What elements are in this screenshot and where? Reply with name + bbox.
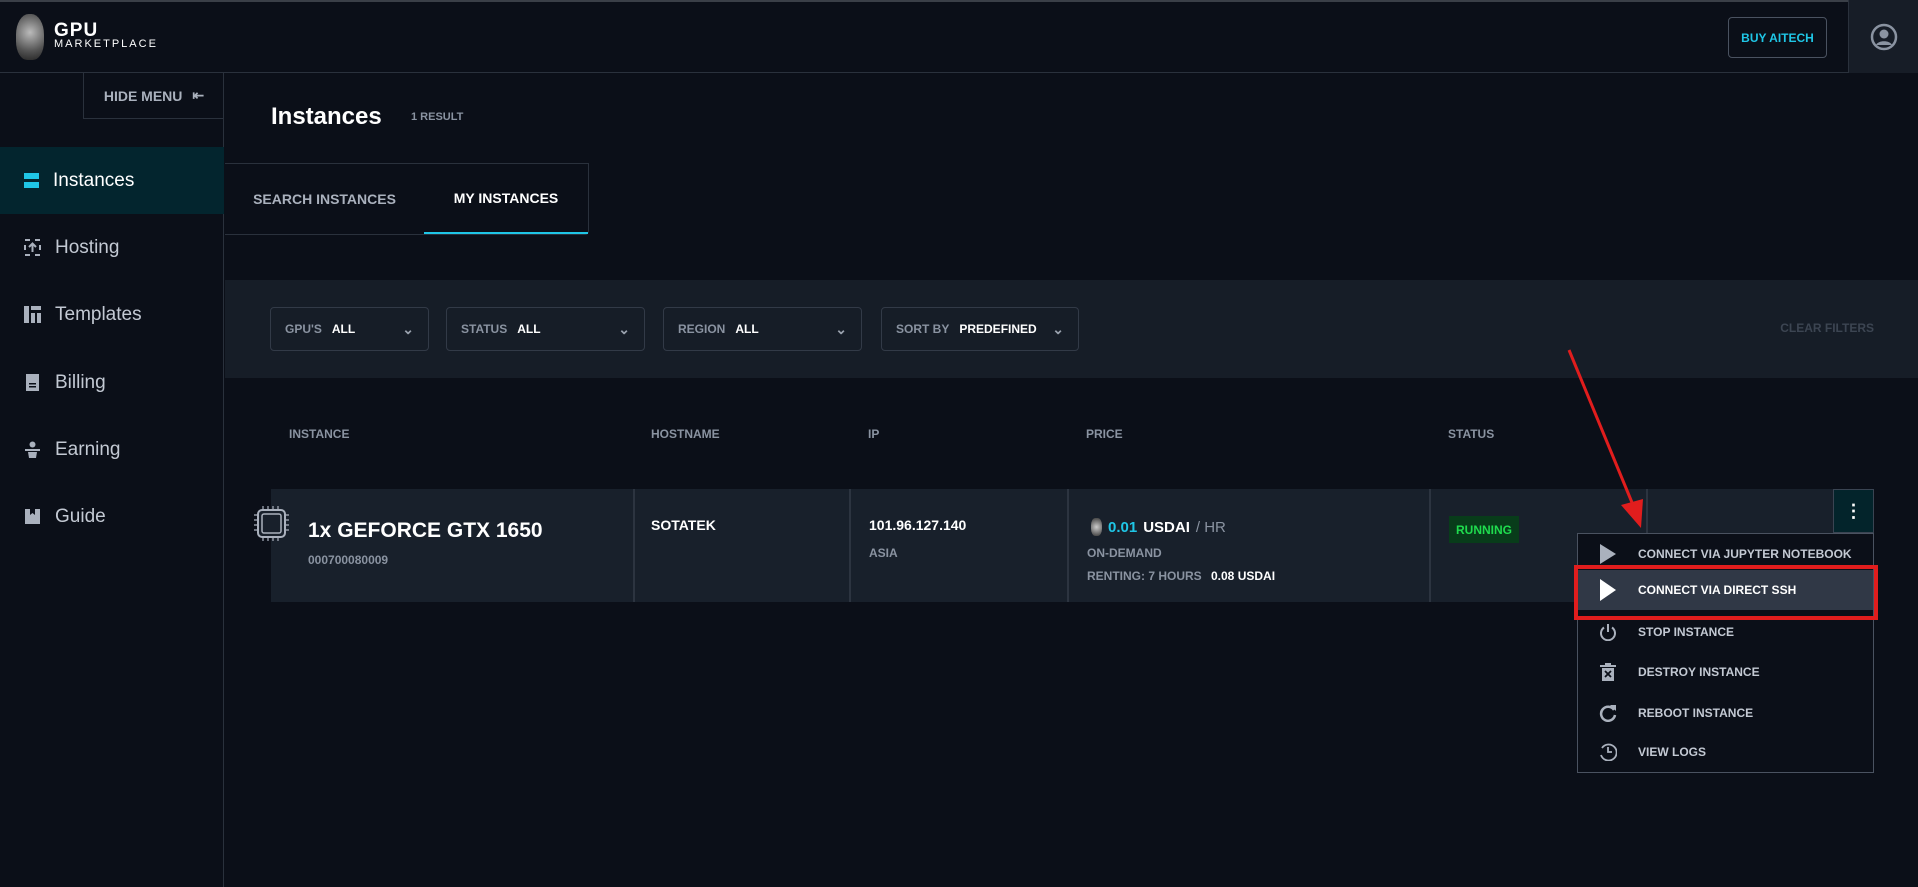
chevron-down-icon: ⌄ [402, 320, 414, 337]
menu-label: VIEW LOGS [1638, 745, 1707, 759]
tab-search-instances[interactable]: SEARCH INSTANCES [253, 191, 396, 207]
column-divider [1429, 489, 1431, 602]
price-currency: USDAI [1143, 518, 1190, 536]
price-line: 0.01 USDAI / HR [1091, 518, 1226, 536]
annotation-highlight-box [1574, 565, 1878, 620]
sidebar-item-billing[interactable]: Billing [0, 349, 224, 416]
column-divider [633, 489, 635, 602]
sidebar-label: Billing [55, 371, 106, 393]
filter-value: ALL [517, 322, 541, 336]
filter-label: SORT BY [896, 322, 950, 336]
column-header-price: PRICE [1086, 427, 1123, 441]
filter-label: STATUS [461, 322, 508, 336]
play-icon [1598, 578, 1618, 602]
upload-icon [24, 239, 41, 256]
trash-icon [1598, 663, 1618, 681]
gpu-name: 1x GEFORCE GTX 1650 [308, 519, 543, 542]
chevron-down-icon: ⌄ [835, 320, 847, 337]
price-value: 0.01 [1108, 518, 1138, 536]
filter-value: ALL [331, 322, 356, 336]
filter-label: REGION [678, 322, 726, 336]
column-header-ip: IP [868, 427, 880, 441]
gpus-filter-dropdown[interactable]: GPU'S ALL ⌄ [270, 307, 429, 351]
sidebar-item-hosting[interactable]: Hosting [0, 214, 224, 281]
result-count: 1 RESULT [411, 111, 464, 123]
chevron-down-icon: ⌄ [1052, 320, 1064, 337]
region: ASIA [869, 546, 898, 560]
column-header-instance: INSTANCE [289, 427, 350, 441]
sidebar-label: Earning [55, 438, 121, 460]
aitech-token-icon [1091, 518, 1102, 536]
exit-icon: ⇤ [192, 87, 205, 103]
price-unit: / HR [1195, 518, 1226, 536]
user-icon [1870, 23, 1897, 50]
filter-value: PREDEFINED [959, 322, 1037, 336]
sidebar-label: Instances [53, 169, 135, 191]
menu-label: CONNECT VIA DIRECT SSH [1638, 583, 1797, 597]
renting-duration: RENTING: 7 HOURS [1087, 569, 1202, 583]
menu-item-destroy-instance[interactable]: DESTROY INSTANCE [1578, 653, 1873, 691]
page-title: Instances [271, 103, 382, 130]
instance-id: 000700080009 [308, 553, 389, 567]
column-divider [849, 489, 851, 602]
menu-label: STOP INSTANCE [1638, 625, 1735, 639]
plant-icon [25, 441, 40, 458]
tab-my-instances[interactable]: MY INSTANCES [424, 164, 588, 234]
tab-bar: SEARCH INSTANCES MY INSTANCES [225, 163, 589, 235]
power-icon [1598, 623, 1618, 641]
server-icon [24, 173, 39, 188]
menu-label: REBOOT INSTANCE [1638, 706, 1754, 720]
sidebar-item-earning[interactable]: Earning [0, 416, 224, 483]
layout-icon [24, 306, 41, 323]
pricing-type: ON-DEMAND [1087, 546, 1162, 560]
refresh-icon [1598, 704, 1618, 722]
chevron-down-icon: ⌄ [618, 320, 630, 337]
sidebar-item-instances[interactable]: Instances [0, 147, 224, 214]
menu-item-stop-instance[interactable]: STOP INSTANCE [1578, 613, 1873, 651]
top-header [0, 0, 1918, 73]
hostname: SOTATEK [651, 517, 716, 533]
clear-filters-button[interactable]: CLEAR FILTERS [1780, 321, 1874, 335]
play-icon [1598, 543, 1618, 565]
status-badge: RUNNING [1449, 516, 1519, 543]
book-icon [25, 509, 40, 524]
actions-menu: CONNECT VIA JUPYTER NOTEBOOK CONNECT VIA… [1577, 533, 1874, 773]
menu-item-connect-jupyter[interactable]: CONNECT VIA JUPYTER NOTEBOOK [1578, 535, 1873, 573]
region-filter-dropdown[interactable]: REGION ALL ⌄ [663, 307, 862, 351]
ip-address: 101.96.127.140 [869, 517, 967, 533]
filter-value: ALL [735, 322, 759, 336]
buy-aitech-button[interactable]: BUY AITECH [1728, 17, 1827, 58]
logo-text: GPU [54, 20, 99, 41]
menu-label: DESTROY INSTANCE [1638, 665, 1760, 679]
status-filter-dropdown[interactable]: STATUS ALL ⌄ [446, 307, 645, 351]
sidebar-item-templates[interactable]: Templates [0, 281, 224, 348]
column-header-hostname: HOSTNAME [651, 427, 720, 441]
column-header-status: STATUS [1448, 427, 1495, 441]
sort-by-dropdown[interactable]: SORT BY PREDEFINED ⌄ [881, 307, 1079, 351]
logo-image [16, 14, 44, 60]
renting-total: 0.08 USDAI [1211, 569, 1276, 583]
gpu-chip-icon [254, 506, 289, 541]
user-avatar-button[interactable] [1848, 0, 1918, 73]
logo-subtext: MARKETPLACE [54, 38, 158, 50]
filter-label: GPU'S [285, 322, 322, 336]
menu-item-view-logs[interactable]: VIEW LOGS [1578, 733, 1873, 771]
receipt-icon [26, 374, 39, 391]
history-icon [1598, 743, 1618, 761]
kebab-icon: ⋮ [1844, 500, 1863, 521]
sidebar-label: Hosting [55, 236, 120, 258]
sidebar [0, 73, 224, 887]
sidebar-item-guide[interactable]: Guide [0, 483, 224, 550]
menu-item-reboot-instance[interactable]: REBOOT INSTANCE [1578, 694, 1873, 732]
hide-menu-button[interactable]: HIDE MENU ⇤ [83, 73, 224, 119]
sidebar-label: Guide [55, 505, 106, 527]
filter-bar [225, 280, 1918, 378]
more-actions-button[interactable]: ⋮ [1833, 489, 1874, 533]
menu-label: CONNECT VIA JUPYTER NOTEBOOK [1638, 547, 1852, 561]
hide-menu-label: HIDE MENU [103, 87, 183, 104]
menu-item-connect-ssh[interactable]: CONNECT VIA DIRECT SSH [1578, 570, 1873, 610]
sidebar-label: Templates [55, 303, 142, 325]
column-divider [1067, 489, 1069, 602]
